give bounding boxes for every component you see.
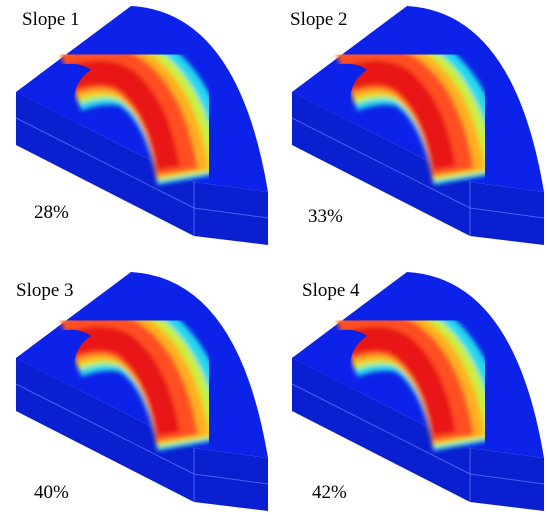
simulation-image (16, 272, 268, 511)
panel-value: 33% (308, 206, 343, 227)
panel: Slope 1 28% (16, 6, 268, 245)
panel-label: Slope 1 (22, 9, 80, 30)
panel-value: 28% (34, 202, 69, 223)
panel-label: Slope 3 (16, 280, 74, 301)
panel-value: 42% (312, 482, 347, 503)
panel: Slope 2 33% (290, 6, 544, 245)
panel-label: Slope 4 (302, 280, 360, 301)
panel-label: Slope 2 (290, 9, 348, 30)
panel-value: 40% (34, 482, 69, 503)
panel: Slope 4 42% (292, 272, 544, 511)
simulation-image (292, 272, 544, 511)
panel: Slope 3 40% (16, 272, 268, 511)
